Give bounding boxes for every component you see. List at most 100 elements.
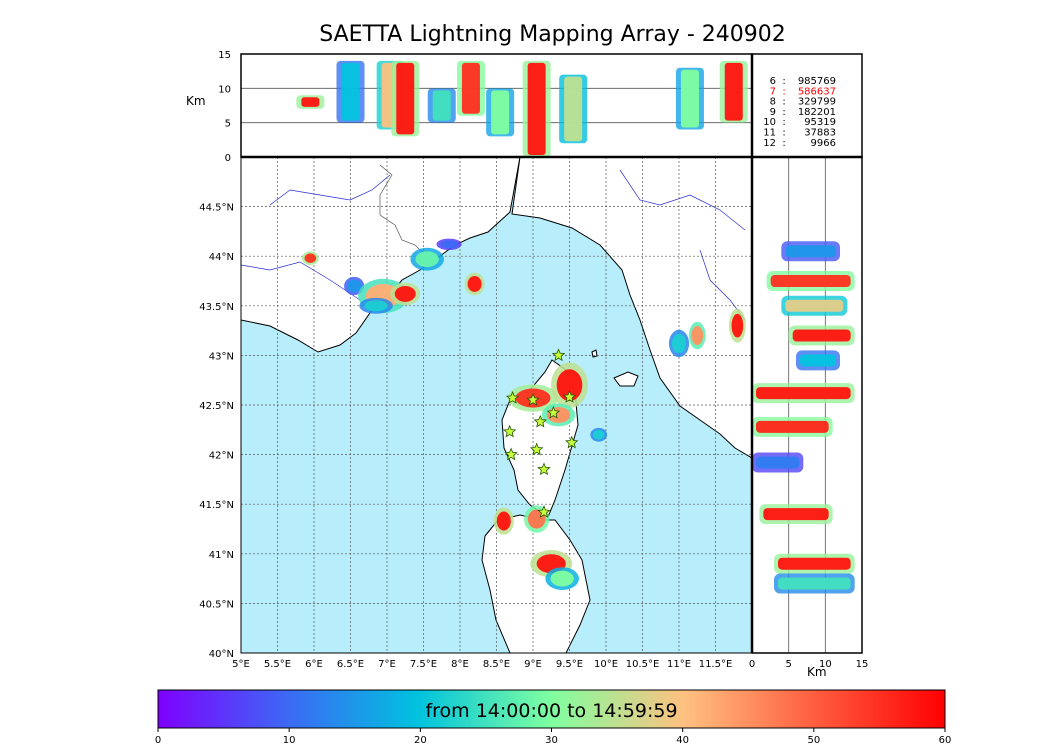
top-y-tick-label: 0 <box>225 153 231 164</box>
map-x-tick-label: 6°E <box>305 659 323 670</box>
right-panel-x-ticks: 0 5 10 15 <box>749 659 869 670</box>
latitude-source-band <box>774 553 855 574</box>
lightning-source-cluster <box>436 238 462 251</box>
right-x-tick-label: 15 <box>856 659 869 670</box>
altitude-source-column <box>296 95 325 109</box>
station-count-background <box>752 54 862 157</box>
map-x-tick-label: 8.5°E <box>483 659 510 670</box>
top-y-tick-label: 5 <box>225 119 231 130</box>
altitude-source-column <box>427 88 456 123</box>
altitude-source-column <box>391 60 420 137</box>
lightning-source-cluster <box>464 272 485 296</box>
colorbar-tick-label: 60 <box>939 735 952 746</box>
colorbar-tick-label: 30 <box>545 735 558 746</box>
lma-station-star <box>505 391 520 404</box>
colorbar-ticks: 0 10 20 30 40 50 60 <box>155 728 952 746</box>
svg-text::: : <box>782 138 785 149</box>
svg-text:37883: 37883 <box>804 128 836 139</box>
map-x-tick-label: 7.5°E <box>410 659 437 670</box>
svg-text:10: 10 <box>763 117 776 128</box>
svg-text::: : <box>782 128 785 139</box>
latitude-source-band <box>788 325 855 346</box>
svg-text:586637: 586637 <box>798 86 836 97</box>
map-x-tick-label: 5.5°E <box>264 659 291 670</box>
map-y-tick-label: 44.5°N <box>199 203 234 214</box>
colorbar-label: from 14:00:00 to 14:59:59 <box>425 700 678 722</box>
lightning-source-cluster <box>668 329 690 358</box>
lma-station-star <box>562 390 577 403</box>
altitude-source-column <box>719 60 748 123</box>
map-y-tick-label: 40.5°N <box>199 599 234 610</box>
right-x-tick-label: 10 <box>819 659 832 670</box>
colorbar: 0 10 20 30 40 50 60 <box>155 689 952 746</box>
svg-text:182201: 182201 <box>798 107 836 118</box>
svg-text:6: 6 <box>770 76 776 87</box>
river <box>619 169 746 231</box>
latitude-source-band <box>781 241 840 262</box>
lma-station-star <box>565 435 579 449</box>
latitude-source-band <box>774 573 855 594</box>
lightning-source-cluster <box>688 321 706 350</box>
plan-view-x-ticks: 5°E 5.5°E 6°E 6.5°E 7°E 7.5°E 8°E 8.5°E 9°E 9.5°E… <box>232 659 732 670</box>
country-border <box>379 164 433 257</box>
top-y-tick-label: 15 <box>218 50 231 61</box>
svg-text:9966: 9966 <box>811 138 836 149</box>
map-x-tick-label: 11°E <box>667 659 691 670</box>
station-markers <box>502 348 579 518</box>
latitude-source-band <box>752 383 855 404</box>
altitude-source-column <box>336 60 365 123</box>
land-elba <box>613 371 639 387</box>
lma-station-star <box>529 442 544 456</box>
lightning-source-cluster <box>590 427 608 442</box>
map-y-tick-label: 40°N <box>209 649 234 660</box>
station-count-row: 11: 37883 <box>763 128 836 139</box>
svg-text:329799: 329799 <box>798 97 836 108</box>
lma-station-star <box>537 462 551 476</box>
map-y-tick-label: 43°N <box>209 351 234 362</box>
svg-text::: : <box>782 107 785 118</box>
station-count-row: 7: 586637 <box>770 86 836 97</box>
station-count-table: 6: 985769 7: 586637 8: 329799 9: 182201 10: 95319… <box>763 76 836 149</box>
map-x-tick-label: 7°E <box>378 659 396 670</box>
latitude-source-band <box>752 416 833 437</box>
latitude-source-band <box>781 295 848 316</box>
latitude-source-band <box>759 504 833 525</box>
lightning-source-cluster <box>410 247 444 271</box>
chart-title: SAETTA Lightning Mapping Array - 240902 <box>319 22 786 47</box>
svg-text::: : <box>782 117 785 128</box>
top-y-tick-label: 10 <box>218 84 231 95</box>
colorbar-gradient <box>157 689 946 729</box>
lightning-source-cluster <box>359 297 393 314</box>
map-y-tick-label: 42°N <box>209 451 234 462</box>
svg-text:7: 7 <box>770 86 776 97</box>
svg-text::: : <box>782 76 785 87</box>
altitude-source-column <box>456 60 485 116</box>
map-y-tick-label: 43.5°N <box>199 302 234 313</box>
lightning-source-cluster <box>493 507 514 535</box>
svg-text:8: 8 <box>770 97 776 108</box>
station-count-row: 12: 9966 <box>763 138 836 149</box>
map-y-tick-label: 42.5°N <box>199 401 234 412</box>
svg-text:985769: 985769 <box>798 76 836 87</box>
map-x-tick-label: 6.5°E <box>337 659 364 670</box>
station-count-row: 9: 182201 <box>770 107 836 118</box>
lma-station-star <box>533 414 547 428</box>
station-count-panel: 6: 985769 7: 586637 8: 329799 9: 182201 10: 95319… <box>752 54 862 157</box>
river <box>269 174 391 206</box>
map-x-tick-label: 9°E <box>524 659 542 670</box>
latitude-source-band <box>796 350 840 371</box>
altitude-source-column <box>522 60 551 157</box>
river <box>241 261 361 301</box>
latitude-altitude-panel: 0 5 10 15 Km <box>749 157 869 679</box>
latitude-source-band <box>766 271 855 291</box>
lightning-source-cluster <box>390 282 421 306</box>
colorbar-tick-label: 40 <box>676 735 689 746</box>
lma-station-star <box>504 447 518 461</box>
plan-view-panel: 5°E 5.5°E 6°E 6.5°E 7°E 7.5°E 8°E 8.5°E 9°E 9.5°E… <box>199 156 753 670</box>
lightning-source-cluster <box>545 567 579 591</box>
altitude-source-column <box>486 88 515 137</box>
lma-station-star <box>502 424 517 438</box>
svg-text::: : <box>782 86 785 97</box>
latitude-source-band <box>752 452 804 473</box>
